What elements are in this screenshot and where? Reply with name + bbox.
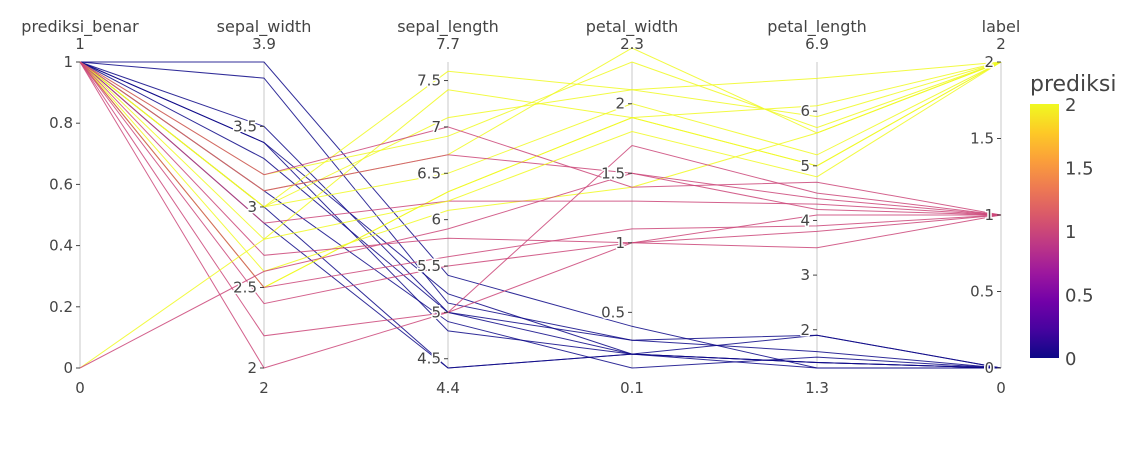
tick-label: 7.5 xyxy=(417,72,441,90)
data-line xyxy=(79,61,1002,216)
axis-max-label: 6.9 xyxy=(805,35,829,53)
tick-label: 2 xyxy=(984,53,994,71)
tick-label: 2 xyxy=(615,95,625,113)
tick-label: 0.4 xyxy=(49,237,73,255)
axis-min-label: 0 xyxy=(75,379,85,397)
colorbar-tick-label: 1.5 xyxy=(1065,159,1094,180)
tick-label: 0 xyxy=(984,359,994,377)
axis-max-label: 2.3 xyxy=(620,35,644,53)
tick-label: 0 xyxy=(63,359,73,377)
data-line xyxy=(79,61,1002,289)
axis-title: label xyxy=(982,17,1021,36)
colorbar-tick-label: 1 xyxy=(1065,222,1076,243)
tick-label: 3.5 xyxy=(233,117,257,135)
colorbar-tick-label: 0 xyxy=(1065,349,1076,370)
data-line xyxy=(79,61,1001,256)
axis-title: petal_width xyxy=(586,17,679,37)
tick-label: 4.5 xyxy=(417,350,441,368)
data-line xyxy=(79,172,1002,369)
data-line xyxy=(79,61,1002,369)
colorbar-tick-label: 0.5 xyxy=(1065,286,1094,307)
data-lines xyxy=(79,47,1002,369)
axis-max-label: 2 xyxy=(996,35,1006,53)
colorbar-gradient xyxy=(1030,104,1059,358)
axis-min-label: 2 xyxy=(259,379,269,397)
tick-label: 2 xyxy=(247,359,257,377)
axis-ticks: 00.20.40.60.81prediksi_benar1022.533.5se… xyxy=(21,17,1020,397)
data-line xyxy=(79,61,1002,216)
data-line xyxy=(79,61,1002,305)
data-line xyxy=(79,61,1002,337)
tick-label: 5 xyxy=(800,157,810,175)
data-line xyxy=(79,61,1002,369)
axis-max-label: 7.7 xyxy=(436,35,460,53)
axis-max-label: 1 xyxy=(75,35,85,53)
tick-label: 5.5 xyxy=(417,257,441,275)
tick-label: 5 xyxy=(431,303,441,321)
tick-label: 1.5 xyxy=(601,164,625,182)
tick-label: 1 xyxy=(615,234,625,252)
tick-label: 1 xyxy=(63,53,73,71)
tick-label: 7 xyxy=(431,118,441,136)
tick-label: 1.5 xyxy=(970,130,994,148)
data-line xyxy=(79,61,1002,176)
colorbar-title: prediksi xyxy=(1030,72,1116,97)
tick-label: 0.5 xyxy=(601,303,625,321)
tick-label: 1 xyxy=(984,206,994,224)
tick-label: 2 xyxy=(800,321,810,339)
colorbar-tick-label: 2 xyxy=(1065,95,1076,116)
axis-min-label: 0.1 xyxy=(620,379,644,397)
tick-label: 6 xyxy=(800,102,810,120)
data-line xyxy=(79,61,1002,369)
data-line xyxy=(79,61,1002,240)
data-line xyxy=(79,61,1002,272)
axis-min-label: 0 xyxy=(996,379,1006,397)
axis-title: petal_length xyxy=(767,17,867,37)
tick-label: 3 xyxy=(800,266,810,284)
tick-label: 0.2 xyxy=(49,298,73,316)
tick-label: 6 xyxy=(431,211,441,229)
axis-title: sepal_length xyxy=(397,17,499,37)
colorbar: prediksi 0 0.5 1 1.5 2 xyxy=(1030,72,1116,370)
axis-min-label: 4.4 xyxy=(436,379,460,397)
tick-label: 2.5 xyxy=(233,278,257,296)
tick-label: 0.5 xyxy=(970,283,994,301)
tick-label: 0.8 xyxy=(49,114,73,132)
tick-label: 4 xyxy=(800,211,810,229)
tick-label: 0.6 xyxy=(49,175,73,193)
data-line xyxy=(79,61,1002,289)
axis-title: sepal_width xyxy=(217,17,312,37)
tick-label: 6.5 xyxy=(417,164,441,182)
data-line xyxy=(79,61,1002,289)
data-line xyxy=(79,61,1002,208)
data-line xyxy=(79,61,1002,369)
axis-max-label: 3.9 xyxy=(252,35,276,53)
data-line xyxy=(79,47,1002,192)
axis-min-label: 1.3 xyxy=(805,379,829,397)
axis-title: prediksi_benar xyxy=(21,17,139,37)
tick-label: 3 xyxy=(247,198,257,216)
